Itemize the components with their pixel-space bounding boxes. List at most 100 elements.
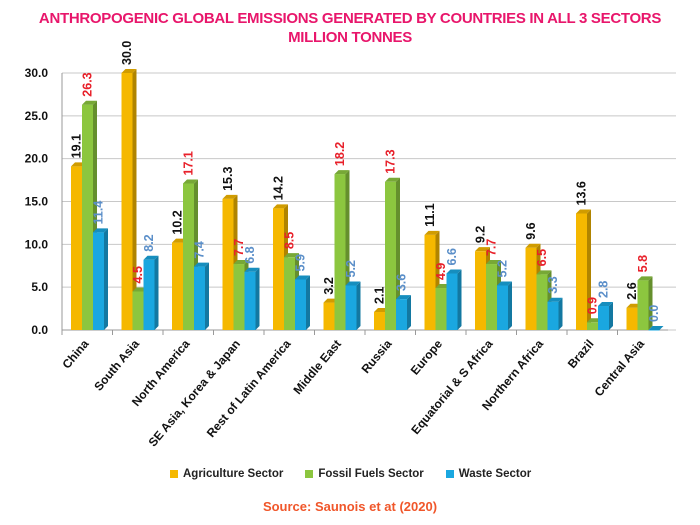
data-label: 15.3 <box>221 167 235 191</box>
bar <box>222 198 234 330</box>
bar <box>396 299 407 330</box>
bar-top <box>637 276 653 281</box>
bar <box>93 232 104 330</box>
bar <box>334 174 346 330</box>
data-label: 2.1 <box>373 287 387 304</box>
bar <box>576 213 587 330</box>
bar-top <box>486 260 501 265</box>
data-label: 4.9 <box>434 263 448 280</box>
data-label: 2.6 <box>625 282 639 299</box>
bar-side <box>154 255 159 330</box>
bar-side <box>132 69 137 330</box>
legend-label: Waste Sector <box>458 468 532 480</box>
bar-top <box>143 255 159 260</box>
legend-swatch <box>445 469 454 478</box>
data-label: 11.1 <box>423 203 437 227</box>
bar-side <box>356 281 361 330</box>
bar <box>295 279 306 330</box>
bar-side <box>306 275 310 330</box>
bar-top <box>194 262 209 267</box>
data-label: 6.5 <box>535 249 549 266</box>
y-tick-label: 5.0 <box>31 280 48 294</box>
bar-top <box>396 295 411 300</box>
bar-top <box>648 326 664 330</box>
data-label: 14.2 <box>272 176 286 200</box>
x-tick-label: Middle East <box>290 337 344 397</box>
bar-top <box>244 267 260 272</box>
bar <box>497 285 508 330</box>
bar-side <box>104 228 108 330</box>
legend-swatch <box>170 469 178 478</box>
bar <box>385 181 396 330</box>
bar <box>323 302 335 330</box>
bar-top <box>273 204 288 209</box>
bar-top <box>446 269 462 274</box>
bar-top <box>424 230 440 235</box>
bar <box>121 73 133 330</box>
bar <box>446 273 458 330</box>
legend-label: Agriculture Sector <box>183 468 284 480</box>
bar <box>536 274 548 330</box>
bar-top <box>547 297 563 302</box>
data-label: 26.3 <box>80 72 94 96</box>
data-label: 8.2 <box>142 234 156 251</box>
bar <box>233 264 245 330</box>
y-tick-label: 10.0 <box>25 237 49 251</box>
data-label: 10.2 <box>171 210 185 234</box>
data-label: 9.2 <box>474 226 488 243</box>
legend-label: Fossil Fuels Sector <box>318 468 424 480</box>
bar <box>183 183 194 330</box>
source-note: Source: Saunois et at (2020) <box>262 499 438 514</box>
bar-side <box>396 177 400 330</box>
data-label: 17.1 <box>182 151 196 175</box>
x-tick-label: Europe <box>408 337 446 378</box>
bar-side <box>648 276 653 330</box>
bar-top <box>345 281 361 286</box>
bar-top <box>295 275 310 280</box>
bar <box>475 251 486 330</box>
bar-top <box>222 194 238 199</box>
chart-subtitle: MILLION TONNES <box>288 29 412 46</box>
data-label: 3.6 <box>395 274 409 291</box>
bar-top <box>598 302 613 307</box>
data-label: 18.2 <box>333 142 347 166</box>
data-label: 5.2 <box>344 260 358 277</box>
bar-side <box>609 302 613 330</box>
bar-top <box>497 281 512 286</box>
x-tick-label: Brazil <box>565 337 597 371</box>
data-label: 4.5 <box>131 266 145 283</box>
data-label: 8.5 <box>283 232 297 249</box>
bar <box>525 247 537 330</box>
y-tick-label: 25.0 <box>25 109 49 123</box>
data-label: 2.8 <box>597 281 611 298</box>
bar-side <box>457 269 462 330</box>
data-label: 13.6 <box>575 181 589 205</box>
bar <box>587 322 598 330</box>
bar-side <box>587 209 591 330</box>
x-tick-label: Russia <box>359 337 395 376</box>
data-label: 9.6 <box>524 222 538 239</box>
bar-top <box>183 179 198 184</box>
bar <box>637 280 649 330</box>
bar <box>598 306 609 330</box>
y-tick-label: 20.0 <box>25 152 49 166</box>
bar-top <box>475 247 490 252</box>
chart-title: ANTHROPOGENIC GLOBAL EMISSIONS GENERATED… <box>38 10 662 27</box>
bar-top <box>536 270 552 275</box>
data-label: 7.7 <box>485 239 499 256</box>
data-label: 5.8 <box>636 255 650 272</box>
bar <box>172 242 183 330</box>
bar <box>132 291 144 330</box>
data-label: 30.0 <box>120 41 134 65</box>
legend-item-fossil: Fossil Fuels Sector <box>305 468 424 480</box>
y-tick-label: 30.0 <box>25 66 49 80</box>
bar-top <box>576 209 591 214</box>
bar-top <box>233 260 249 265</box>
bar-side <box>558 297 563 330</box>
x-tick-label: South Asia <box>91 337 142 394</box>
data-label: 6.6 <box>445 248 459 265</box>
data-label: 3.2 <box>322 277 336 294</box>
data-label: 11.4 <box>92 201 106 225</box>
